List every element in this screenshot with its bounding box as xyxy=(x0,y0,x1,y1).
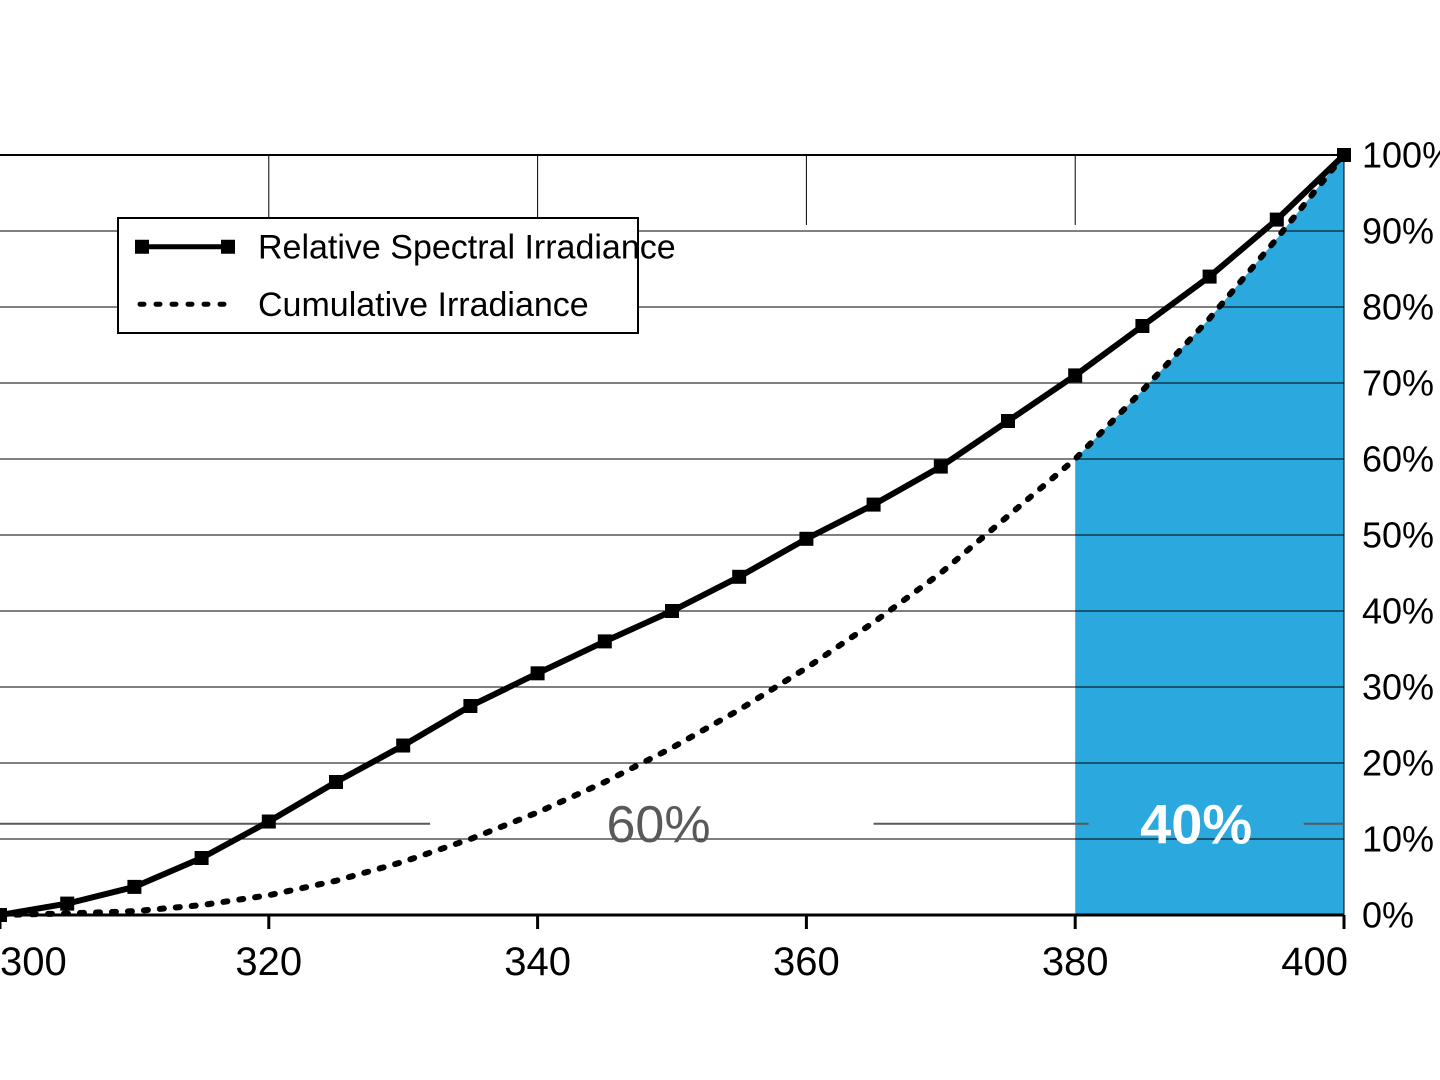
series-spectral-marker xyxy=(127,880,141,894)
x-tick-label: 300 xyxy=(0,940,67,984)
series-spectral-marker xyxy=(1001,414,1015,428)
irradiance-chart: 0% 10% 20% 30% 40% 50% 60% 70% 80% 90% 100% 300 320 3… xyxy=(0,0,1440,1080)
series-spectral-marker xyxy=(1270,213,1284,227)
series-spectral-marker xyxy=(1068,368,1082,382)
y-tick-label: 50% xyxy=(1362,515,1434,556)
series-spectral-marker xyxy=(531,666,545,680)
legend-marker xyxy=(135,240,149,254)
x-tick-label: 400 xyxy=(1281,940,1348,984)
y-tick-label: 60% xyxy=(1362,439,1434,480)
series-spectral-marker xyxy=(329,775,343,789)
y-tick-label: 70% xyxy=(1362,363,1434,404)
y-tick-label: 10% xyxy=(1362,819,1434,860)
series-spectral-marker xyxy=(732,570,746,584)
series-spectral-marker xyxy=(799,532,813,546)
x-tick-label: 360 xyxy=(773,940,840,984)
y-tick-label: 0% xyxy=(1362,895,1414,936)
y-tick-label: 20% xyxy=(1362,743,1434,784)
annotation-text: 40% xyxy=(1140,792,1252,855)
legend-label: Cumulative Irradiance xyxy=(258,286,589,324)
series-spectral-marker xyxy=(195,851,209,865)
series-spectral-marker xyxy=(1135,319,1149,333)
series-spectral-marker xyxy=(934,460,948,474)
annotation-text: 60% xyxy=(607,796,711,854)
series-spectral-marker xyxy=(598,634,612,648)
x-tick-label: 320 xyxy=(235,940,302,984)
series-spectral-marker xyxy=(262,815,276,829)
legend-label: Relative Spectral Irradiance xyxy=(258,229,676,267)
series-spectral-marker xyxy=(1203,270,1217,284)
y-tick-label: 40% xyxy=(1362,591,1434,632)
series-spectral-marker xyxy=(463,699,477,713)
series-spectral-marker xyxy=(665,604,679,618)
y-tick-label: 90% xyxy=(1362,211,1434,252)
y-tick-label: 100% xyxy=(1362,135,1440,176)
series-spectral-marker xyxy=(60,897,74,911)
series-spectral-marker xyxy=(0,908,7,922)
x-tick-label: 380 xyxy=(1042,940,1109,984)
x-tick-label: 340 xyxy=(504,940,571,984)
series-spectral-marker xyxy=(867,498,881,512)
y-tick-label: 80% xyxy=(1362,287,1434,328)
series-spectral-marker xyxy=(1337,148,1351,162)
legend-marker xyxy=(221,240,235,254)
series-spectral-marker xyxy=(396,739,410,753)
y-tick-label: 30% xyxy=(1362,667,1434,708)
